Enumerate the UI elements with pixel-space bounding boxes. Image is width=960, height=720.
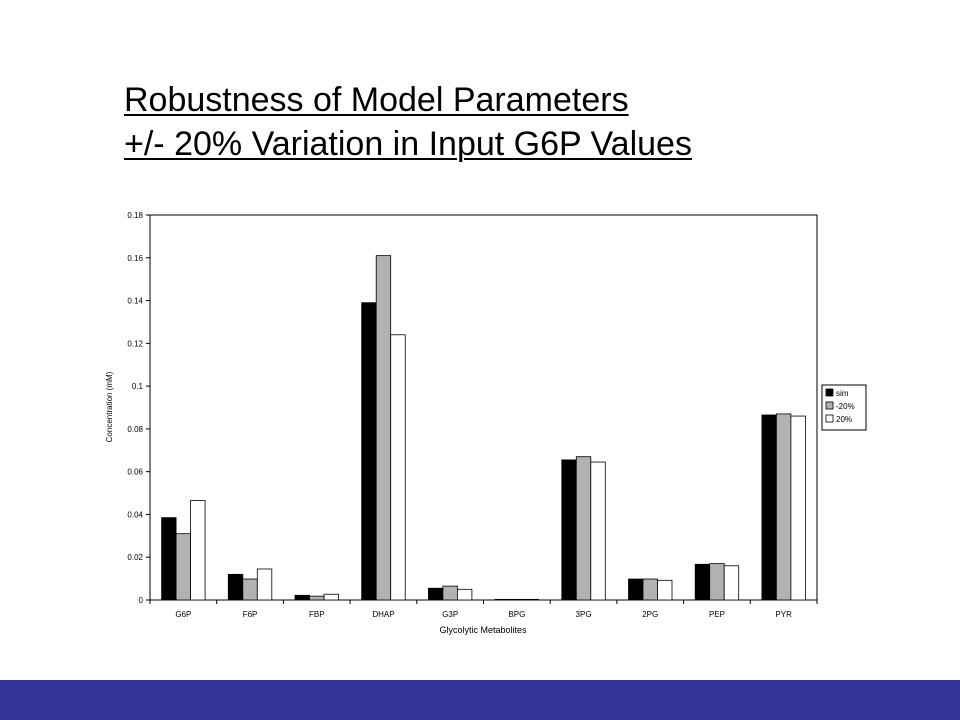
bar-g6p-minus20 <box>175 533 192 601</box>
slide-title: Robustness of Model Parameters +/- 20% V… <box>124 78 692 166</box>
y-tick-label: 0.02 <box>127 553 143 562</box>
bar-g6p-plus20 <box>190 500 206 601</box>
legend-label: 20% <box>836 415 852 424</box>
y-tick-label: 0.08 <box>127 425 143 434</box>
bar-pyr-minus20 <box>776 413 792 601</box>
bar-f6p-plus20 <box>256 568 273 601</box>
bar-dhap-sim <box>361 302 377 601</box>
x-tick-label: G6P <box>175 610 191 619</box>
y-tick-label: 0.14 <box>127 297 143 306</box>
bar-fbp-plus20 <box>323 593 339 601</box>
x-tick-label: PEP <box>709 610 725 619</box>
y-axis-label: Concentration (mM) <box>105 371 114 442</box>
legend-swatch <box>825 414 834 423</box>
y-axis: 0 0.02 0.04 0.06 0.08 0.1 0.12 0.14 0.16 0.18 <box>127 211 150 605</box>
bar-pyr-sim <box>761 414 777 601</box>
plot-area <box>149 214 818 601</box>
x-tick-label: BPG <box>508 610 525 619</box>
legend-label: sim <box>836 389 849 398</box>
legend: sim -20% 20% <box>821 384 867 431</box>
bar-bpg-plus20 <box>523 598 539 601</box>
legend-label: -20% <box>836 402 855 411</box>
legend-swatch <box>825 388 834 397</box>
y-tick-label: 0.18 <box>127 211 143 220</box>
x-tick-label: 2PG <box>642 610 658 619</box>
y-tick-label: 0.04 <box>127 510 143 519</box>
bar-f6p-sim <box>227 573 244 601</box>
x-tick-label: G3P <box>442 610 458 619</box>
y-tick-label: 0.16 <box>127 254 143 263</box>
bar-2pg-minus20 <box>642 578 658 601</box>
bar-pyr-plus20 <box>790 415 806 601</box>
x-tick-label: PYR <box>775 610 792 619</box>
title-line-1: Robustness of Model Parameters <box>124 81 629 119</box>
bar-g3p-minus20 <box>442 585 458 601</box>
y-tick-label: 0 <box>139 596 144 605</box>
x-axis-label: Glycolytic Metabolites <box>439 625 527 635</box>
bar-3pg-minus20 <box>575 456 592 601</box>
bar-f6p-minus20 <box>242 578 258 601</box>
bar-g3p-plus20 <box>456 588 473 601</box>
bar-bpg-sim <box>494 598 511 601</box>
bar-bpg-minus20 <box>509 598 525 601</box>
y-tick-label: 0.12 <box>127 339 143 348</box>
bars <box>161 255 806 601</box>
x-axis: G6P F6P FBP DHAP G3P BPG 3PG 2PG PEP PYR <box>149 600 818 619</box>
x-tick-label: FBP <box>309 610 325 619</box>
title-line-2: +/- 20% Variation in Input G6P Values <box>124 125 692 163</box>
bar-chart: 0 0.02 0.04 0.06 0.08 0.1 0.12 0.14 0.16 0.18 G6P… <box>105 211 867 635</box>
x-tick-label: DHAP <box>372 610 394 619</box>
y-tick-label: 0.1 <box>132 382 144 391</box>
bar-g3p-sim <box>427 587 444 601</box>
bar-dhap-plus20 <box>390 334 406 601</box>
x-tick-label: 3PG <box>576 610 592 619</box>
bar-pep-plus20 <box>723 565 740 601</box>
bar-dhap-minus20 <box>375 255 392 601</box>
x-tick-label: F6P <box>243 610 258 619</box>
legend-swatch <box>825 401 834 410</box>
bar-3pg-sim <box>561 459 577 601</box>
bar-3pg-plus20 <box>590 461 606 601</box>
bar-2pg-plus20 <box>657 579 673 601</box>
bar-fbp-sim <box>294 594 310 601</box>
bar-fbp-minus20 <box>309 595 325 601</box>
bar-g6p-sim <box>161 517 177 601</box>
bar-pep-sim <box>694 563 711 601</box>
bar-pep-minus20 <box>709 563 725 601</box>
bar-2pg-sim <box>628 578 644 601</box>
y-tick-label: 0.06 <box>127 468 143 477</box>
footer-band <box>0 680 960 720</box>
